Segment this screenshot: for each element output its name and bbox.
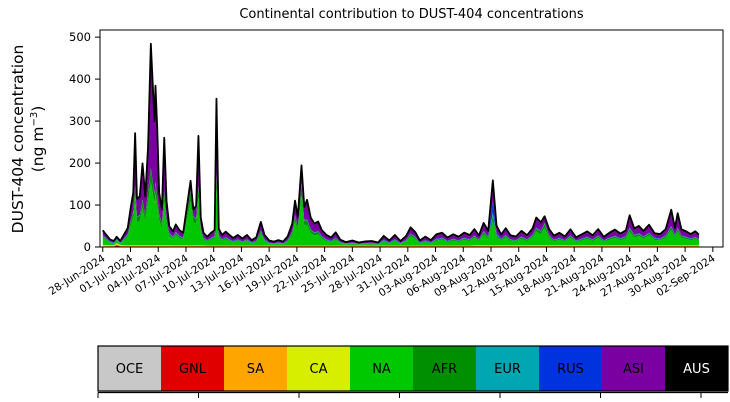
- chart-title: Continental contribution to DUST-404 con…: [239, 7, 584, 22]
- y-tick-label: 0: [84, 240, 91, 254]
- y-tick-label: 300: [69, 114, 91, 128]
- legend-swatch-ca: [287, 346, 350, 391]
- legend-swatch-asi: [602, 346, 665, 391]
- legend-label-na: NA: [372, 362, 391, 377]
- legend-swatch-sa: [224, 346, 287, 391]
- legend-swatch-gnl: [161, 346, 224, 391]
- area-series-sa: [102, 244, 699, 247]
- area-series-ca: [102, 243, 699, 247]
- area-series-na: [102, 182, 699, 246]
- y-tick-label: 500: [69, 30, 91, 44]
- legend-swatch-na: [350, 346, 413, 391]
- legend-label-gnl: GNL: [179, 362, 207, 377]
- legend-swatch-aus: [665, 346, 728, 391]
- legend-border: [97, 345, 729, 392]
- legend-label-sa: SA: [247, 362, 264, 377]
- total-outline: [102, 42, 700, 244]
- legend-label-aus: AUS: [683, 362, 710, 377]
- legend-label-eur: EUR: [494, 362, 521, 377]
- y-tick-label: 100: [69, 198, 91, 212]
- legend-label-rus: RUS: [557, 362, 584, 377]
- legend-label-oce: OCE: [116, 362, 144, 377]
- legend-swatch-oce: [98, 346, 161, 391]
- y-tick-label: 400: [69, 72, 91, 86]
- legend-label-afr: AFR: [432, 362, 457, 377]
- legend-swatch-eur: [476, 346, 539, 391]
- plot-border: [99, 29, 724, 248]
- legend-label-ca: CA: [310, 362, 328, 377]
- legend-swatch-rus: [539, 346, 602, 391]
- y-tick-label: 200: [69, 156, 91, 170]
- legend-swatch-afr: [413, 346, 476, 391]
- legend-label-asi: ASI: [623, 362, 644, 377]
